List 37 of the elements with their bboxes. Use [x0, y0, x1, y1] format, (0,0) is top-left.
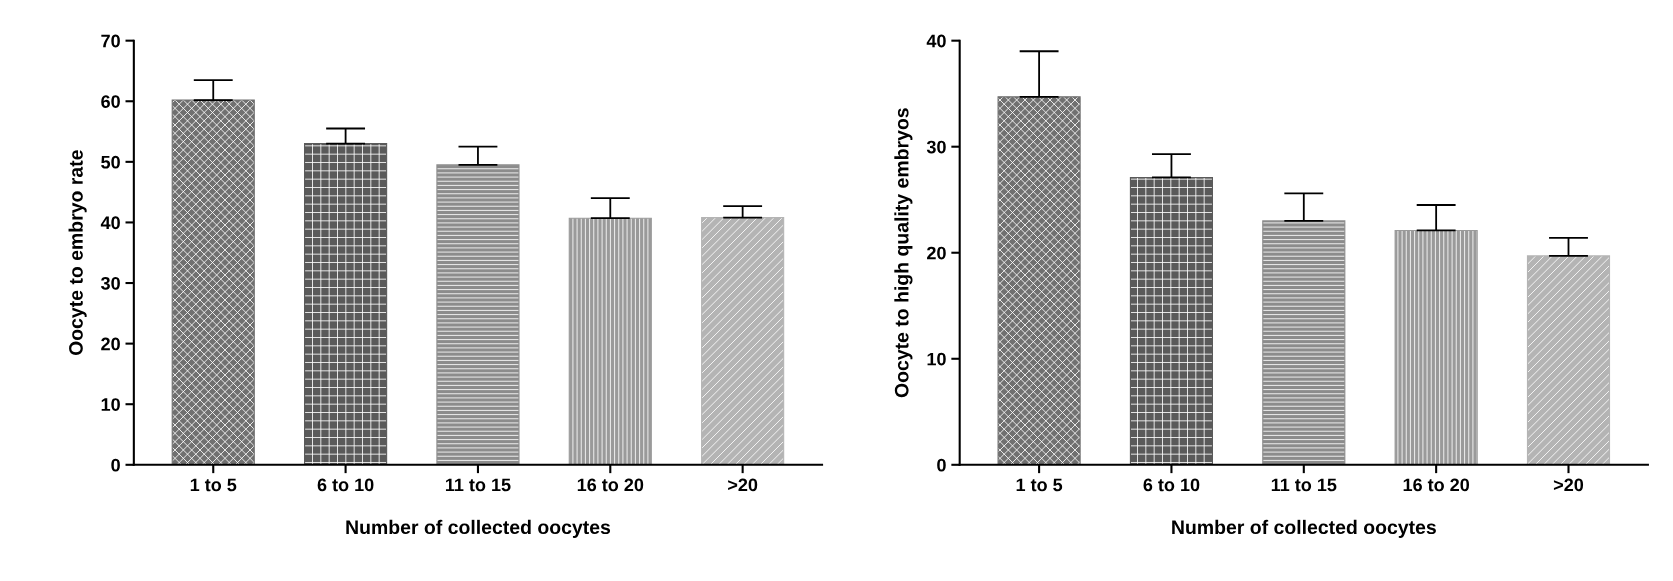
x-axis-title: Number of collected oocytes	[1172, 519, 1436, 538]
bar	[1394, 229, 1478, 465]
y-tick-label: 50	[101, 155, 120, 169]
y-tick-label: 20	[101, 337, 120, 351]
y-axis-title: Oocyte to embryo rate	[68, 150, 87, 356]
bar	[701, 217, 785, 465]
bar	[304, 143, 388, 465]
x-tick-label: 1 to 5	[1016, 478, 1063, 492]
y-tick-label: 40	[926, 34, 946, 48]
y-tick-label: 0	[937, 458, 946, 472]
y-tick-label: 0	[111, 458, 120, 472]
bar	[997, 96, 1081, 465]
y-tick-label: 40	[100, 216, 120, 230]
x-tick-label: 16 to 20	[1403, 478, 1470, 492]
bar	[1526, 255, 1611, 465]
bar	[568, 217, 652, 465]
y-tick-label: 10	[101, 398, 120, 411]
y-tick-label: 10	[927, 352, 946, 366]
x-axis-title: Number of collected oocytes	[346, 519, 611, 538]
bar	[1262, 220, 1346, 465]
x-tick-label: >20	[728, 478, 758, 492]
x-tick-label: 16 to 20	[577, 478, 644, 492]
y-axis-title: Oocyte to high quality embryos	[894, 108, 913, 398]
y-tick-label: 20	[927, 246, 946, 260]
y-tick-label: 70	[101, 34, 120, 48]
y-tick-label: 60	[101, 95, 120, 108]
y-tick-label: 30	[100, 276, 120, 290]
x-tick-label: >20	[1553, 478, 1584, 492]
bar	[1129, 176, 1214, 465]
x-tick-label: 1 to 5	[190, 478, 237, 492]
y-tick-label: 30	[926, 140, 946, 154]
x-tick-label: 6 to 10	[1143, 478, 1200, 492]
x-tick-label: 11 to 15	[445, 478, 511, 492]
bar	[436, 164, 520, 465]
bar	[171, 99, 255, 465]
x-tick-label: 6 to 10	[317, 478, 374, 492]
x-tick-label: 11 to 15	[1271, 478, 1337, 492]
